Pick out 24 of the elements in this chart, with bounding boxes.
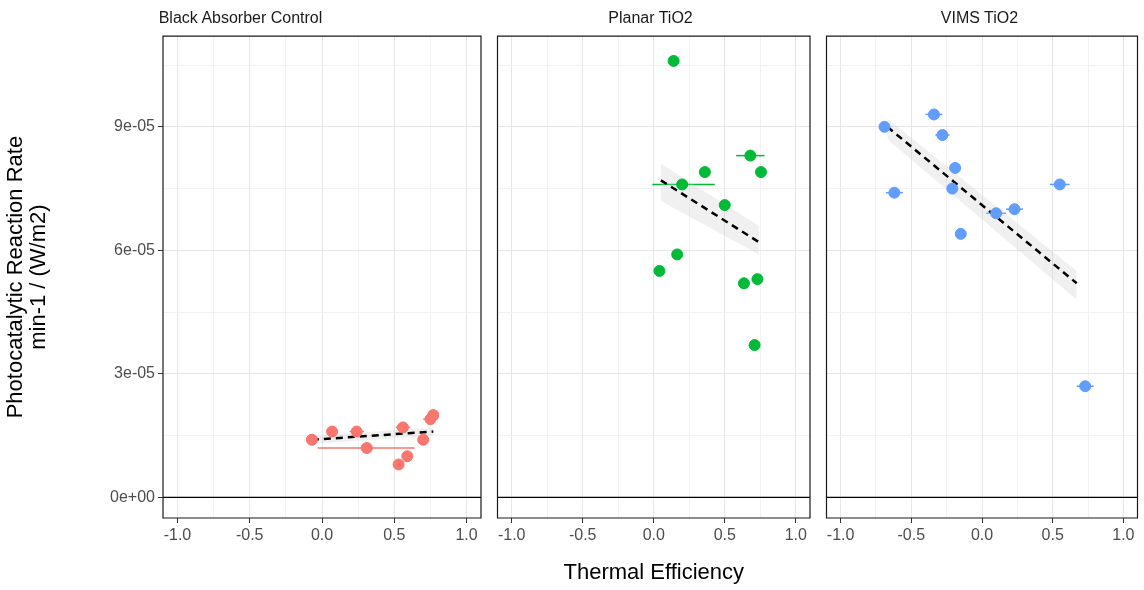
y-tick-label: 0e+00 (110, 487, 156, 505)
x-tick-label: -1.0 (826, 526, 855, 544)
x-tick-label: -0.5 (568, 526, 597, 544)
x-axis-title: Thermal Efficiency (563, 558, 745, 584)
y-tick-label: 3e-05 (114, 364, 156, 382)
y-tick-label: 6e-05 (114, 240, 156, 258)
x-tick-label: 1.0 (1112, 526, 1135, 544)
x-tick-label: 0.0 (642, 526, 665, 544)
x-tick-label: 0.5 (713, 526, 736, 544)
x-tick-label: 0.0 (970, 526, 994, 544)
x-tick-label: 0.5 (1041, 526, 1064, 544)
x-tick-label: -0.5 (897, 526, 926, 544)
y-axis-title: Photocatalytic Reaction Rate min-1 / (W/m2) (1, 135, 50, 419)
x-tick-label: 1.0 (455, 526, 478, 544)
x-tick-label: -1.0 (163, 526, 192, 544)
x-tick-label: 0.5 (383, 526, 406, 544)
chart-title: Planar TiO2 (608, 9, 693, 27)
chart-title: Black Absorber Control (158, 9, 323, 27)
x-tick-label: 0.0 (310, 526, 334, 544)
x-tick-label: 1.0 (784, 526, 808, 544)
y-tick-label: 9e-05 (114, 117, 156, 135)
x-tick-label: -0.5 (235, 526, 264, 544)
x-tick-label: -1.0 (497, 526, 526, 544)
chart-title: VIMS TiO2 (940, 9, 1019, 27)
